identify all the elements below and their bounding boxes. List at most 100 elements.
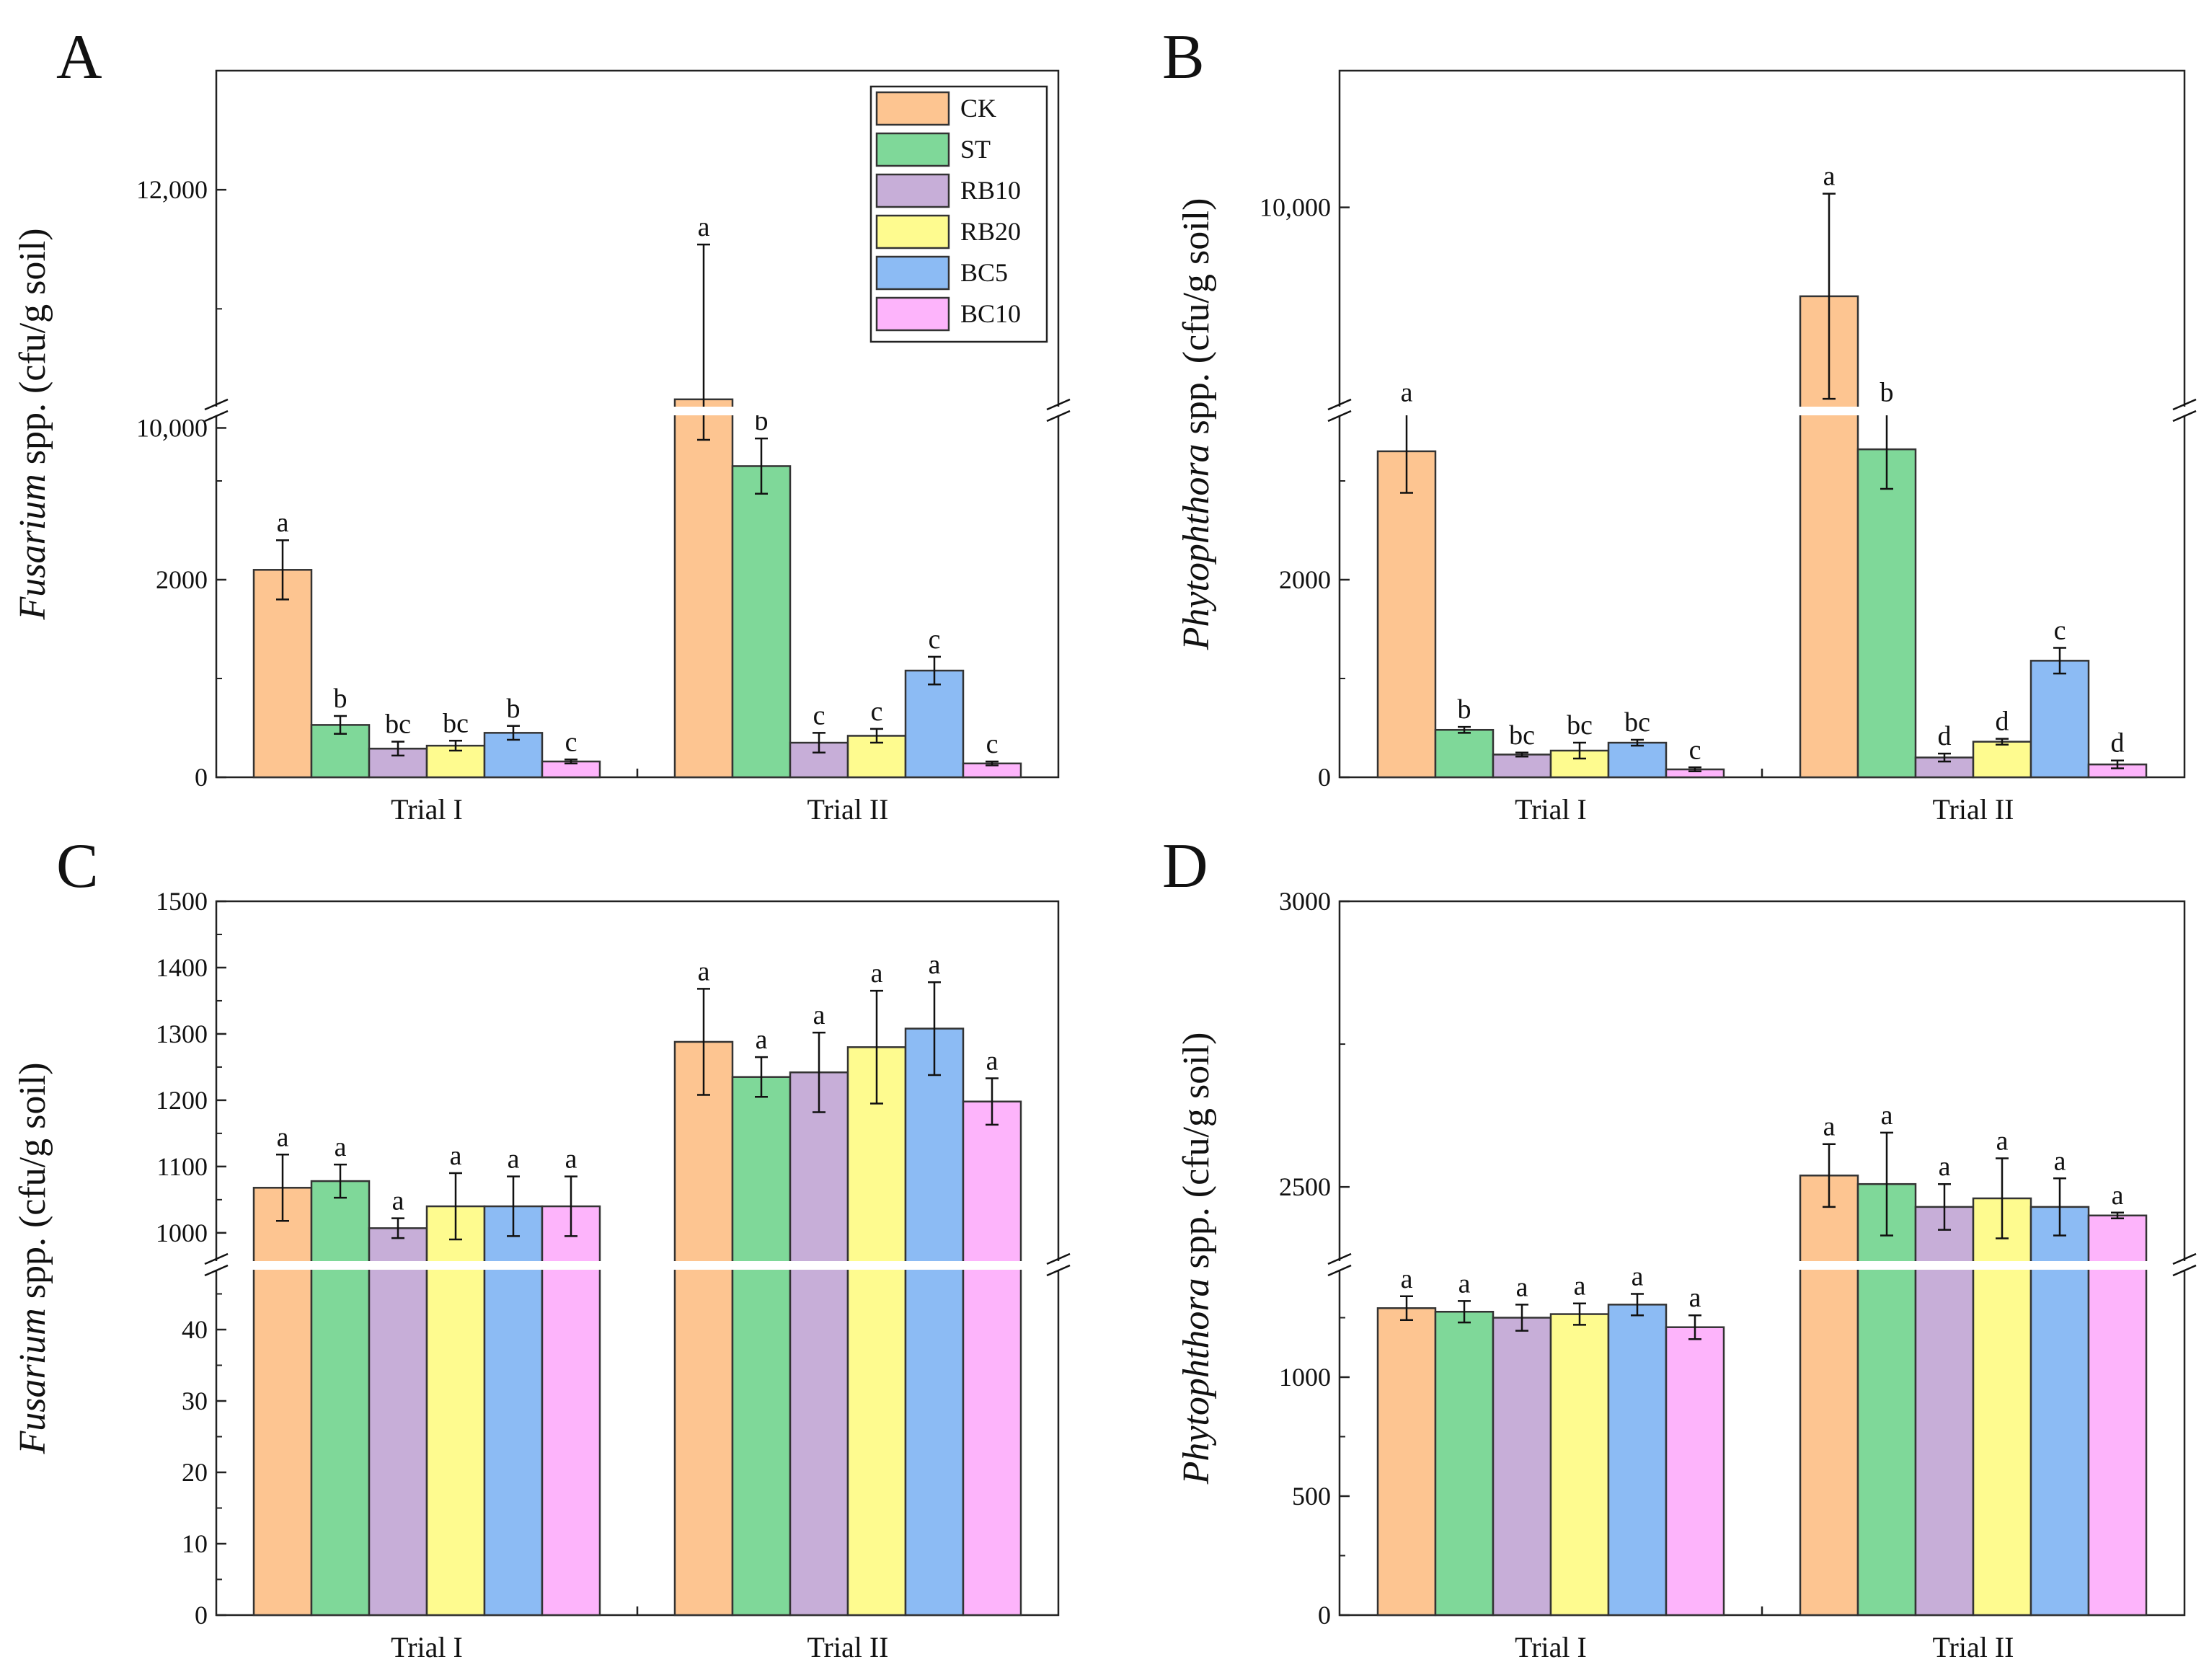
bar [1492, 1317, 1552, 1617]
significance-letter: a [392, 1186, 404, 1216]
significance-letter: a [2112, 1180, 2124, 1211]
significance-letter: a [1458, 1268, 1471, 1299]
panel-c-chart: a a a a a a Trial I a a a a a a Trial II 0 10 20 30 40 1000… [12, 831, 1071, 1663]
significance-letter: a [1996, 1126, 2009, 1157]
legend-label: RB10 [960, 176, 1021, 205]
legend-label: BC10 [960, 299, 1021, 328]
bar [904, 1027, 965, 1617]
bar [962, 1100, 1022, 1617]
axis-break-band [1337, 407, 2187, 415]
bar [368, 1227, 428, 1617]
bar [1607, 1304, 1668, 1617]
bar [1665, 1326, 1725, 1617]
bar [2029, 1206, 2090, 1617]
legend-label: CK [960, 94, 996, 123]
significance-letter: bc [1624, 707, 1650, 738]
panel-letter: C [56, 831, 99, 901]
significance-letter: b [1458, 694, 1471, 725]
bar [1434, 1311, 1495, 1617]
axis-break-mark [204, 398, 229, 411]
significance-letter: c [2054, 616, 2066, 646]
bar [673, 398, 734, 779]
significance-letter: a [508, 1144, 520, 1175]
significance-letter: a [1689, 1283, 1701, 1313]
bar [252, 1187, 313, 1617]
axis-break-mark [204, 410, 229, 423]
y-tick-label: 40 [182, 1315, 208, 1344]
x-tick-label: Trial I [391, 1631, 463, 1663]
legend-swatch [875, 132, 950, 167]
y-axis-label-unit: spp. (cfu/g soil) [12, 228, 53, 474]
bar [310, 1180, 371, 1617]
significance-letter: a [1401, 377, 1413, 407]
y-tick-label: 0 [195, 763, 208, 792]
significance-letter: d [1938, 721, 1952, 751]
bar [1492, 753, 1552, 779]
y-axis-label-genus: Phytophthora [1176, 1278, 1217, 1485]
bar [731, 1076, 792, 1617]
axis-break-mark [2172, 410, 2197, 423]
axis-break-mark [1327, 1252, 1352, 1265]
bar [1972, 1197, 2032, 1617]
significance-letter: b [507, 694, 521, 724]
panel-b-chart: a b bc bc bc c Trial I a b d d c d Trial II 0 2000 10,00… [1162, 22, 2197, 826]
significance-letter: d [1996, 707, 2009, 737]
significance-letter: d [2111, 728, 2125, 759]
y-tick-label: 10,000 [1260, 193, 1331, 222]
y-tick-label: 12,000 [136, 175, 208, 204]
axis-break-mark [204, 1264, 229, 1277]
bar [1856, 1182, 1917, 1617]
y-tick-label: 1200 [156, 1086, 208, 1115]
x-tick-label: Trial I [391, 793, 463, 826]
bar [1972, 740, 2032, 779]
significance-letter: c [929, 624, 941, 655]
y-tick-label: 30 [182, 1387, 208, 1415]
y-tick-label: 0 [195, 1601, 208, 1630]
y-tick-label: 1400 [156, 953, 208, 982]
significance-letter: a [450, 1141, 462, 1171]
significance-letter: a [1823, 1112, 1836, 1142]
y-axis-label-genus: Fusarium [12, 474, 53, 620]
axis-break-mark [204, 1252, 229, 1265]
axis-break-mark [1046, 1264, 1071, 1277]
axis-break-mark [2172, 1252, 2197, 1265]
bar [2029, 660, 2090, 779]
axis-break-mark [1046, 410, 1071, 423]
significance-letter: a [335, 1132, 347, 1162]
bar [483, 1205, 544, 1617]
significance-letter: a [277, 1122, 289, 1152]
y-axis-label-unit: spp. (cfu/g soil) [1176, 1033, 1217, 1278]
y-tick-label: 1500 [156, 887, 208, 916]
y-axis-label-genus: Phytophthora [1176, 443, 1217, 650]
y-axis-label: Phytophthora spp. (cfu/g soil) [1176, 198, 1217, 651]
significance-letter: a [277, 508, 289, 538]
legend-swatch [875, 214, 950, 249]
significance-letter: a [1401, 1264, 1413, 1294]
bar [1607, 741, 1668, 779]
bar [731, 465, 792, 779]
significance-letter: bc [1509, 720, 1535, 751]
panel-letter: D [1162, 831, 1208, 901]
axis-break-mark [1327, 398, 1352, 411]
y-tick-label: 10,000 [136, 413, 208, 442]
axis-break-mark [2172, 1264, 2197, 1277]
y-axis-label: Phytophthora spp. (cfu/g soil) [1176, 1033, 1217, 1485]
y-tick-label: 1000 [1279, 1363, 1331, 1392]
significance-letter: b [334, 684, 347, 714]
x-tick-label: Trial II [807, 1631, 889, 1663]
significance-letter: bc [443, 708, 469, 738]
legend-label: RB20 [960, 217, 1021, 246]
y-tick-label: 1300 [156, 1020, 208, 1048]
y-tick-label: 0 [1318, 763, 1331, 792]
significance-letter: b [1880, 377, 1894, 407]
bar [252, 569, 313, 779]
legend-swatch [875, 91, 950, 126]
y-tick-label: 2500 [1279, 1172, 1331, 1201]
significance-letter: bc [385, 709, 411, 740]
axis-break-band [1337, 1261, 2187, 1270]
significance-letter: bc [1567, 710, 1593, 740]
significance-letter: c [1689, 735, 1701, 765]
significance-letter: a [1823, 162, 1836, 192]
